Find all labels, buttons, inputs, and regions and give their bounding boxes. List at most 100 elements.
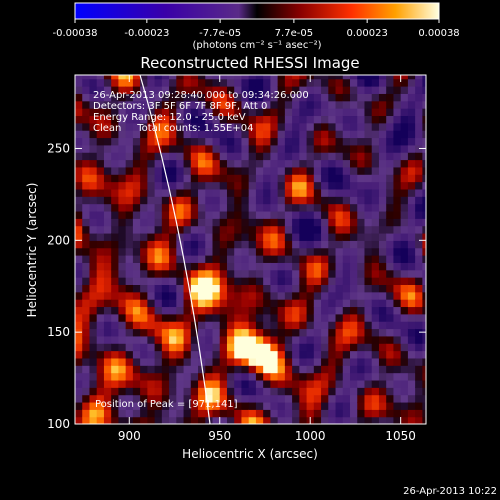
- heatmap-cell: [350, 240, 358, 249]
- heatmap-cell: [89, 130, 98, 139]
- heatmap-cell: [263, 306, 271, 315]
- heatmap-cell: [299, 365, 308, 374]
- heatmap-cell: [422, 93, 426, 102]
- heatmap-cell: [125, 262, 134, 271]
- heatmap-cell: [132, 401, 141, 410]
- heatmap-cell: [407, 75, 416, 80]
- heatmap-cell: [82, 335, 91, 344]
- heatmap-cell: [306, 255, 315, 263]
- heatmap-cell: [118, 137, 127, 146]
- heatmap-cell: [226, 291, 235, 300]
- heatmap-cell: [234, 232, 243, 241]
- heatmap-cell: [321, 387, 329, 396]
- heatmap-cell: [212, 130, 221, 139]
- heatmap-cell: [183, 394, 192, 403]
- heatmap-cell: [263, 255, 271, 263]
- heatmap-cell: [342, 152, 351, 161]
- heatmap-cell: [125, 130, 134, 139]
- heatmap-cell: [183, 299, 192, 308]
- heatmap-cell: [415, 78, 423, 87]
- heatmap-cell: [422, 306, 426, 315]
- heatmap-cell: [212, 196, 221, 205]
- heatmap-cell: [154, 269, 163, 278]
- heatmap-cell: [118, 196, 127, 205]
- heatmap-cell: [364, 335, 373, 344]
- heatmap-cell: [284, 115, 293, 124]
- heatmap-cell: [183, 335, 192, 344]
- heatmap-cell: [226, 130, 235, 139]
- heatmap-cell: [147, 166, 156, 175]
- heatmap-cell: [125, 188, 134, 197]
- heatmap-cell: [154, 232, 163, 241]
- heatmap-cell: [219, 394, 228, 403]
- heatmap-cell: [161, 313, 170, 322]
- heatmap-cell: [328, 196, 337, 205]
- heatmap-cell: [270, 152, 279, 161]
- heatmap-cell: [219, 232, 228, 241]
- heatmap-cell: [335, 401, 344, 410]
- heatmap-cell: [140, 137, 148, 146]
- heatmap-cell: [89, 196, 98, 205]
- heatmap-cell: [248, 394, 257, 403]
- heatmap-cell: [96, 284, 105, 293]
- heatmap-cell: [241, 130, 250, 139]
- heatmap-cell: [364, 394, 373, 403]
- heatmap-cell: [205, 284, 214, 293]
- heatmap-cell: [147, 137, 156, 146]
- heatmap-cell: [176, 152, 185, 161]
- heatmap-cell: [219, 365, 228, 374]
- heatmap-cell: [234, 394, 243, 403]
- heatmap-cell: [103, 86, 112, 94]
- heatmap-cell: [212, 335, 221, 344]
- heatmap-cell: [255, 181, 264, 190]
- heatmap-cell: [422, 100, 426, 109]
- heatmap-cell: [263, 86, 271, 94]
- heatmap-cell: [328, 144, 337, 153]
- heatmap-cell: [132, 335, 141, 344]
- heatmap-cell: [205, 365, 214, 374]
- heatmap-cell: [415, 291, 423, 300]
- heatmap-cell: [386, 225, 395, 234]
- heatmap-cell: [415, 350, 423, 359]
- heatmap-cell: [335, 93, 344, 102]
- heatmap-cell: [335, 225, 344, 234]
- heatmap-cell: [241, 255, 250, 263]
- heatmap-cell: [263, 137, 271, 146]
- heatmap-cell: [140, 210, 148, 219]
- heatmap-cell: [313, 416, 322, 424]
- heatmap-cell: [241, 387, 250, 396]
- heatmap-cell: [96, 350, 105, 359]
- heatmap-cell: [212, 306, 221, 315]
- heatmap-cell: [89, 379, 98, 388]
- heatmap-cell: [241, 321, 250, 330]
- heatmap-cell: [183, 350, 192, 359]
- heatmap-cell: [140, 122, 148, 131]
- heatmap-cell: [241, 306, 250, 315]
- heatmap-cell: [350, 100, 358, 109]
- heatmap-cell: [190, 394, 199, 403]
- heatmap-cell: [284, 372, 293, 381]
- heatmap-cell: [248, 174, 257, 183]
- heatmap-cell: [161, 181, 170, 190]
- heatmap-cell: [241, 262, 250, 271]
- heatmap-cell: [103, 284, 112, 293]
- heatmap-cell: [212, 299, 221, 308]
- heatmap-cell: [241, 365, 250, 374]
- heatmap-cell: [364, 78, 373, 87]
- heatmap-cell: [111, 343, 120, 352]
- heatmap-cell: [219, 269, 228, 278]
- heatmap-cell: [161, 387, 170, 396]
- heatmap-cell: [371, 284, 380, 293]
- heatmap-cell: [328, 100, 337, 109]
- heatmap-cell: [407, 159, 416, 168]
- heatmap-cell: [176, 394, 185, 403]
- heatmap-cell: [277, 401, 286, 410]
- heatmap-cell: [393, 357, 402, 366]
- heatmap-cell: [378, 93, 387, 102]
- heatmap-cell: [118, 93, 127, 102]
- heatmap-cell: [400, 306, 409, 315]
- heatmap-cell: [118, 255, 127, 263]
- heatmap-cell: [226, 196, 235, 205]
- heatmap-cell: [386, 291, 395, 300]
- heatmap-cell: [96, 86, 105, 94]
